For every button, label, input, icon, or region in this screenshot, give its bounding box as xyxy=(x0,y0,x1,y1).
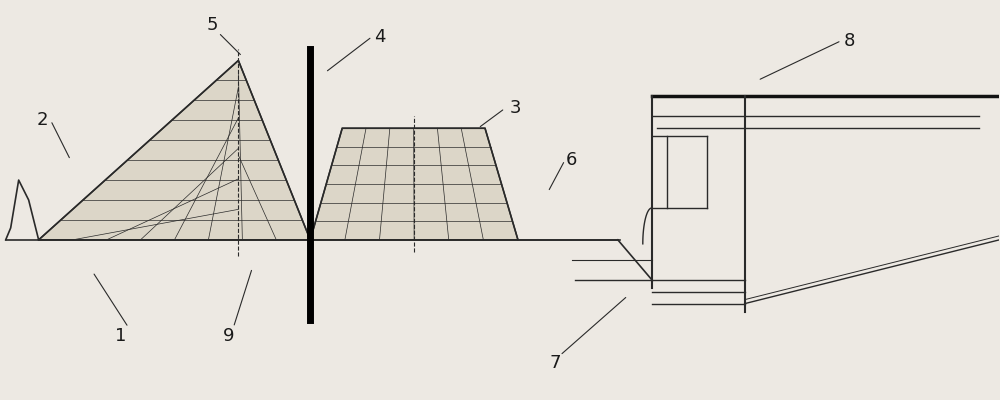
Text: 1: 1 xyxy=(115,326,126,344)
Text: 7: 7 xyxy=(549,354,561,372)
Polygon shape xyxy=(39,60,310,240)
Text: 9: 9 xyxy=(223,326,234,344)
Text: 5: 5 xyxy=(207,16,218,34)
Text: 6: 6 xyxy=(566,151,578,169)
Text: 8: 8 xyxy=(844,32,855,50)
Polygon shape xyxy=(310,128,518,240)
Text: 4: 4 xyxy=(374,28,386,46)
Text: 3: 3 xyxy=(509,99,521,117)
Text: 2: 2 xyxy=(37,111,48,129)
